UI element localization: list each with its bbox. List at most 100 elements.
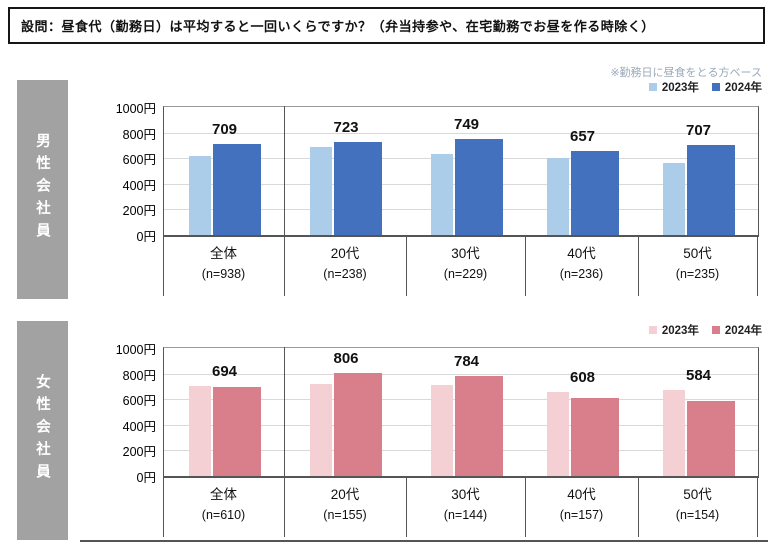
y-tick-label: 0円 [136,230,156,244]
group-label-female: 女性会社員 [17,321,68,540]
chart-female: 女性会社員 1000円 800円 600円 400円 200円 0円 694 806 784 6… [0,321,775,543]
bar-2023-50代 [662,390,685,476]
bar-2024-全体 [212,387,261,476]
value-label-2024: 749 [453,116,480,133]
y-tick-label: 600円 [122,394,156,409]
y-tick-label: 200円 [122,204,156,219]
gridline [164,132,758,134]
category-label: 40代 [567,246,596,261]
question-title: 設問：昼食代（勤務日）は平均すると一回いくらですか？（弁当持参や、在宅勤務でお昼… [21,19,655,34]
legend-label-2024: 2024年 [724,325,762,337]
y-tick-label: 0円 [136,471,156,485]
bar-2024-50代 [686,401,735,476]
category-separator [284,106,285,296]
legend-swatch-2024 [711,326,720,334]
y-tick-label: 1000円 [115,102,156,116]
sample-size-label: (n=938) [201,267,246,281]
bar-2024-50代 [686,145,735,235]
value-label-2024: 723 [333,119,359,136]
y-tick-label: 400円 [122,419,156,434]
y-tick-label: 600円 [122,153,156,168]
category-label: 全体 [210,487,237,502]
bar-2024-30代 [454,376,503,476]
sample-size-label: (n=154) [675,508,720,522]
sample-size-label: (n=229) [443,267,488,281]
y-tick-label: 800円 [122,368,156,383]
bar-2023-50代 [662,163,685,235]
category-separator [163,477,164,537]
legend-male: 2023年 2024年 [641,79,762,95]
x-axis-labels-male: 全体 (n=938) 20代 (n=238) 30代 (n=229) 40代 (n=236) 5… [163,236,757,296]
category-label: 30代 [451,487,480,502]
value-label-2024: 707 [685,122,712,139]
category-separator [406,236,407,296]
base-note: ※勤務日に昼食をとる方ベース [610,67,762,79]
sample-size-label: (n=144) [443,508,488,522]
category-label: 20代 [330,246,360,261]
legend-swatch-2023 [648,83,657,91]
bar-2023-全体 [188,156,211,235]
legend-female: 2023年 2024年 [641,322,762,338]
value-label-2024: 784 [453,353,480,370]
bar-2023-20代 [310,147,332,235]
chart-male: 男性会社員 1000円 800円 600円 400円 200円 0円 709 723 749 6… [0,80,775,302]
bar-2024-20代 [334,373,382,476]
category-label: 20代 [330,487,360,502]
sample-size-label: (n=155) [323,508,367,522]
category-separator [757,236,758,296]
bar-2024-40代 [570,398,619,476]
value-label-2024: 806 [333,350,359,367]
bar-2024-全体 [212,144,261,235]
category-separator [638,236,639,296]
sample-size-label: (n=236) [559,267,604,281]
chart-bottom-border [80,540,768,542]
legend-swatch-2024 [711,83,720,91]
legend-label-2023: 2023年 [661,82,699,94]
bar-2024-40代 [570,151,619,235]
category-label: 50代 [683,246,712,261]
y-tick-label: 400円 [122,178,156,193]
value-label-2024: 608 [569,369,596,386]
value-label-2024: 584 [685,367,712,384]
legend-label-2024: 2024年 [724,82,762,94]
legend-label-2023: 2023年 [661,325,699,337]
bar-2024-20代 [334,142,382,235]
category-separator [163,236,164,296]
bar-2023-40代 [546,158,569,235]
category-label: 50代 [683,487,712,502]
category-separator [284,347,285,537]
bar-2023-30代 [430,385,453,476]
x-axis-labels-female: 全体 (n=610) 20代 (n=155) 30代 (n=144) 40代 (n=157) 5… [163,477,757,537]
value-label-2024: 709 [211,121,238,138]
y-tick-label: 1000円 [115,343,156,357]
y-tick-label: 200円 [122,445,156,460]
category-separator [525,477,526,537]
category-label: 40代 [567,487,596,502]
value-label-2024: 694 [211,363,238,380]
category-separator [638,477,639,537]
y-axis-male: 1000円 800円 600円 400円 200円 0円 [88,102,156,244]
bar-2023-40代 [546,392,569,476]
plot-area-male: 709 723 749 657 707 [163,106,759,237]
bar-2023-全体 [188,386,211,476]
category-label: 全体 [210,246,237,261]
sample-size-label: (n=610) [201,508,246,522]
gridline [164,373,758,375]
category-separator [406,477,407,537]
legend-swatch-2023 [648,326,657,334]
sample-size-label: (n=238) [323,267,367,281]
sample-size-label: (n=157) [559,508,604,522]
category-separator [757,477,758,537]
category-label: 30代 [451,246,480,261]
group-label-male: 男性会社員 [17,80,68,299]
bar-2023-30代 [430,154,453,235]
y-axis-female: 1000円 800円 600円 400円 200円 0円 [88,343,156,485]
value-label-2024: 657 [569,128,596,145]
question-title-box: 設問：昼食代（勤務日）は平均すると一回いくらですか？（弁当持参や、在宅勤務でお昼… [8,7,765,44]
y-tick-label: 800円 [122,127,156,142]
category-separator [525,236,526,296]
sample-size-label: (n=235) [675,267,720,281]
bar-2024-30代 [454,139,503,235]
plot-area-female: 694 806 784 608 584 [163,347,759,478]
